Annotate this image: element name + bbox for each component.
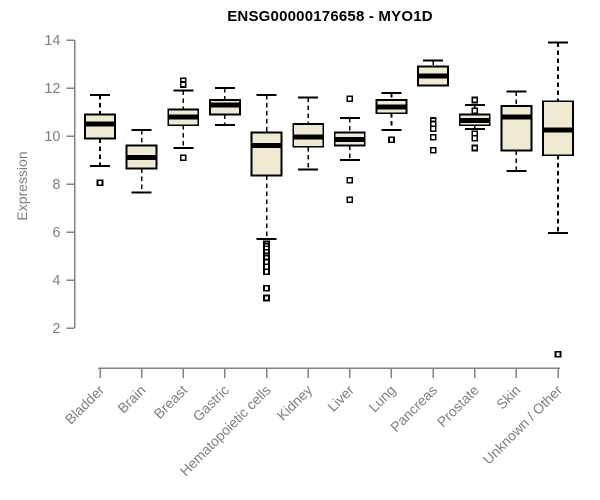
- outlier-point: [346, 95, 354, 103]
- outlier-point: [471, 144, 479, 152]
- y-tick-label: 6: [52, 225, 60, 241]
- x-tick-label: Prostate: [434, 382, 482, 430]
- outlier-point: [179, 81, 187, 88]
- y-tick-label: 2: [52, 321, 60, 337]
- box-group-pancreas: [417, 59, 450, 154]
- outlier-point: [388, 136, 395, 143]
- box-group-liver: [333, 95, 366, 203]
- outlier-point: [429, 147, 437, 154]
- outlier-point: [263, 285, 270, 292]
- x-tick-label: Brain: [114, 382, 148, 416]
- box-group-hematopoietic-cells: [250, 94, 283, 302]
- box-group-breast: [167, 77, 200, 161]
- y-tick-label: 10: [44, 129, 60, 145]
- box-group-unknown-other: [542, 41, 574, 358]
- outlier-point: [471, 107, 479, 115]
- chart-title: ENSG00000176658 - MYO1D: [227, 8, 433, 25]
- box-group-brain: [125, 129, 158, 194]
- box-group-bladder: [84, 94, 116, 187]
- box-group-gastric: [209, 87, 241, 127]
- outlier-point: [429, 125, 437, 133]
- y-tick-label: 14: [44, 33, 60, 49]
- outlier-point: [429, 133, 437, 141]
- outlier-point: [179, 154, 187, 161]
- x-tick-label: Skin: [493, 382, 524, 413]
- box-group-prostate: [458, 96, 491, 152]
- y-tick-label: 8: [52, 177, 60, 193]
- outlier-point: [554, 351, 562, 358]
- box-group-kidney: [292, 96, 325, 171]
- outlier-point: [263, 294, 270, 302]
- outlier-point: [96, 179, 104, 187]
- x-tick-label: Kidney: [274, 382, 316, 424]
- x-tick-label: Lung: [365, 382, 398, 415]
- box-rect: [250, 131, 283, 177]
- outlier-point: [263, 268, 270, 275]
- outlier-point: [471, 96, 479, 104]
- box-group-skin: [500, 90, 533, 172]
- outlier-point: [346, 177, 354, 184]
- x-tick-label: Breast: [150, 382, 190, 422]
- x-tick-label: Unknown / Other: [480, 382, 566, 468]
- outlier-point: [471, 135, 479, 142]
- outlier-point: [346, 196, 354, 203]
- y-tick-label: 12: [44, 81, 60, 97]
- x-tick-label: Bladder: [62, 382, 108, 428]
- y-tick-label: 4: [52, 273, 60, 289]
- x-tick-label: Liver: [324, 382, 357, 415]
- box-rect: [500, 105, 533, 152]
- box-group-lung: [375, 91, 408, 143]
